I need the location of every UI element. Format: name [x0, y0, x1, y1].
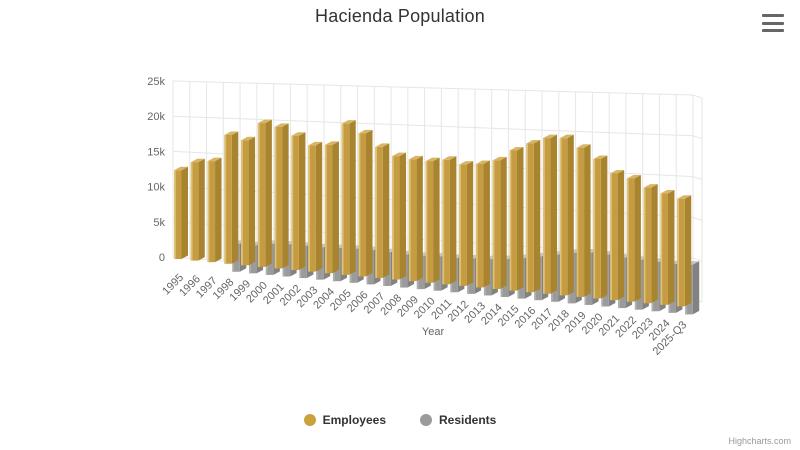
legend: Employees Residents — [0, 413, 800, 427]
y-axis-tick-label: 25k — [147, 76, 165, 88]
employees-column[interactable] — [408, 155, 423, 282]
employees-column[interactable] — [677, 195, 692, 307]
hamburger-bar — [762, 14, 784, 17]
employees-column[interactable] — [543, 134, 558, 294]
employees-column[interactable] — [475, 160, 490, 288]
employees-column[interactable] — [559, 134, 574, 296]
employees-column[interactable] — [274, 123, 289, 269]
employees-column[interactable] — [341, 120, 356, 275]
y-axis-tick-label: 15k — [147, 146, 165, 158]
hamburger-bar — [762, 29, 784, 32]
employees-column[interactable] — [593, 155, 608, 299]
employees-column[interactable] — [643, 184, 658, 304]
hamburger-menu-icon[interactable] — [762, 13, 786, 33]
employees-column[interactable] — [358, 129, 373, 277]
x-axis-title: Year — [421, 326, 445, 338]
employees-column[interactable] — [626, 175, 641, 302]
y-gridline — [172, 80, 703, 99]
hamburger-bar — [762, 21, 784, 25]
employees-column[interactable] — [509, 146, 524, 291]
employees-column[interactable] — [207, 157, 222, 263]
legend-item-employees[interactable]: Employees — [303, 413, 386, 427]
employees-column[interactable] — [174, 166, 188, 259]
columns — [174, 119, 700, 315]
y-gridline — [172, 115, 703, 140]
legend-item-residents[interactable]: Residents — [420, 413, 496, 427]
employees-column[interactable] — [526, 140, 541, 293]
employees-column[interactable] — [257, 119, 272, 267]
employees-column[interactable] — [459, 161, 474, 286]
employees-column[interactable] — [241, 136, 256, 266]
employees-column[interactable] — [291, 132, 306, 271]
legend-label: Residents — [439, 413, 497, 427]
residents-series-dot-icon — [420, 414, 432, 426]
employees-column[interactable] — [425, 157, 440, 283]
employees-column[interactable] — [392, 152, 407, 280]
employees-column[interactable] — [190, 158, 205, 261]
employees-column[interactable] — [442, 156, 457, 285]
employees-column[interactable] — [610, 170, 625, 301]
employees-column[interactable] — [375, 143, 390, 278]
y-axis-tick-label: 20k — [147, 111, 165, 123]
employees-column[interactable] — [660, 190, 675, 305]
highcharts-credits-link[interactable]: Highcharts.com — [728, 436, 791, 446]
employees-series-dot-icon — [303, 414, 316, 426]
employees-column[interactable] — [492, 156, 507, 290]
y-axis-tick-label: 0 — [159, 252, 165, 264]
employees-column[interactable] — [308, 141, 323, 272]
employees-column[interactable] — [224, 131, 239, 264]
chart-title: Hacienda Population — [315, 6, 485, 26]
y-axis-tick-label: 5k — [153, 217, 165, 229]
employees-column[interactable] — [324, 141, 339, 274]
legend-label: Employees — [322, 413, 386, 427]
employees-column[interactable] — [576, 144, 591, 297]
y-axis-tick-label: 10k — [147, 182, 165, 194]
